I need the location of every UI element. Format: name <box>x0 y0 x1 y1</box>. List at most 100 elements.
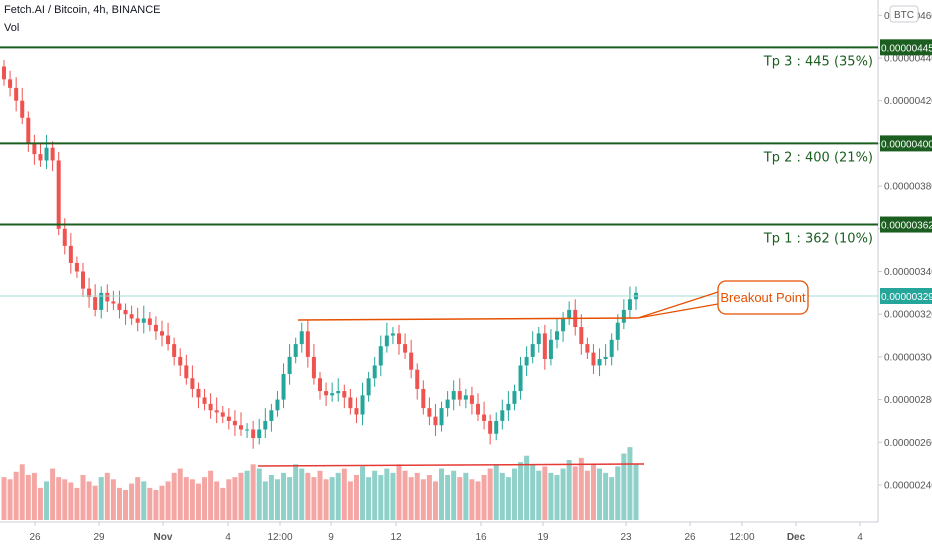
candle-body <box>536 333 541 345</box>
volume-label: Vol <box>4 22 20 34</box>
time-tick-label: 4 <box>857 532 863 543</box>
target-price-badge <box>880 216 932 233</box>
candle-body <box>20 100 25 118</box>
volume-bar <box>487 468 493 520</box>
volume-bar <box>311 477 317 520</box>
candle-body <box>457 391 462 400</box>
candle-body <box>433 416 438 426</box>
volume-bar <box>226 479 232 520</box>
target-level-label: Tp 3 : 445 (35%) <box>763 54 873 69</box>
volume-bar <box>68 482 74 520</box>
volume-bar <box>98 477 104 520</box>
volume-bar <box>384 468 390 520</box>
volume-bar <box>378 475 384 520</box>
volume-bar <box>274 479 280 520</box>
volume-bar <box>505 477 511 520</box>
volume-bar <box>62 479 68 520</box>
candle-body <box>239 425 243 430</box>
volume-bar <box>603 472 609 520</box>
candle-body <box>397 333 401 345</box>
candle-body <box>117 303 122 310</box>
current-price-badge <box>880 288 932 304</box>
volume-bar <box>347 481 353 520</box>
candle-body <box>184 365 189 379</box>
volume-bar <box>372 470 378 520</box>
candle-body <box>372 365 377 379</box>
candle-body <box>585 344 590 353</box>
volume-bar <box>633 464 639 520</box>
volume-bar <box>7 479 13 520</box>
candle-body <box>548 339 553 360</box>
volume-bar <box>19 464 25 520</box>
volume-bar <box>299 468 305 520</box>
candle-body <box>160 331 164 336</box>
candle-body <box>245 429 250 431</box>
volume-bar <box>536 470 542 520</box>
candle-body <box>129 314 134 319</box>
time-tick-label: 16 <box>475 532 487 543</box>
volume-bar <box>341 468 347 520</box>
price-tick-label: 0.00000420 <box>884 96 932 107</box>
volume-bar <box>554 475 560 520</box>
candle-body <box>178 356 183 366</box>
candle-body <box>542 333 547 360</box>
currency-badge-frame <box>889 5 919 23</box>
currency-badge-label: BTC <box>894 10 914 21</box>
volume-bar <box>627 447 633 520</box>
volume-bar <box>238 472 244 520</box>
currency-selector[interactable]: BTC <box>889 5 919 23</box>
candle-body <box>123 309 128 315</box>
candle-body <box>263 420 268 430</box>
candle-body <box>74 262 79 272</box>
volume-bars <box>1 447 639 520</box>
volume-bar <box>420 479 426 520</box>
candle-body <box>111 301 116 304</box>
volume-bar <box>439 468 445 520</box>
price-tick-label: 0.00000380 <box>884 182 932 193</box>
candle-body <box>378 346 383 366</box>
volume-bar <box>518 462 524 520</box>
candle-body <box>476 403 480 415</box>
annotation-pointer <box>637 291 719 319</box>
volume-bar <box>578 457 584 520</box>
resistance-trendline[interactable] <box>297 317 639 321</box>
candle-body <box>451 391 456 400</box>
volume-bar <box>171 472 177 520</box>
support-trendline[interactable] <box>257 463 645 467</box>
volume-bar <box>268 475 274 520</box>
candle-body <box>603 356 608 360</box>
volume-bar <box>287 477 293 520</box>
candle-body <box>44 147 49 161</box>
volume-bar <box>402 470 408 520</box>
candle-body <box>50 147 55 161</box>
volume-bar <box>208 470 214 520</box>
volume-bar <box>469 479 475 520</box>
candle-body <box>38 154 43 161</box>
candle-body <box>439 408 444 426</box>
volume-bar <box>37 487 43 520</box>
volume-bar <box>177 468 183 520</box>
time-tick-label: 4 <box>225 532 231 543</box>
candle-body <box>348 397 353 409</box>
annotation-box <box>717 280 809 315</box>
target-levels[interactable]: Tp 3 : 445 (35%) 0.00000445 Tp 2 : 400 (21… <box>0 39 932 247</box>
time-tick-label: 23 <box>620 532 632 543</box>
price-axis[interactable]: 0.00000240 0.00000260 0.00000280 0.00000300… <box>878 11 932 492</box>
candle-body <box>232 420 237 426</box>
volume-bar <box>590 464 596 520</box>
candle-body <box>318 378 322 392</box>
candle-body <box>141 318 146 323</box>
candle-body <box>190 378 195 389</box>
volume-bar <box>366 477 372 520</box>
time-axis[interactable]: 26 29 Nov 4 12:00 9 12 16 19 23 26 12:00 Dec 4 <box>29 522 863 543</box>
candle-body <box>518 365 523 392</box>
time-tick-label: 12 <box>390 532 402 543</box>
candles <box>2 60 638 449</box>
candle-body <box>463 395 468 400</box>
breakout-annotation[interactable]: Breakout Point <box>637 280 809 319</box>
volume-bar <box>202 477 208 520</box>
price-tick-label: 0.00000240 <box>884 481 932 492</box>
volume-bar <box>396 464 402 520</box>
volume-bar <box>329 477 335 520</box>
